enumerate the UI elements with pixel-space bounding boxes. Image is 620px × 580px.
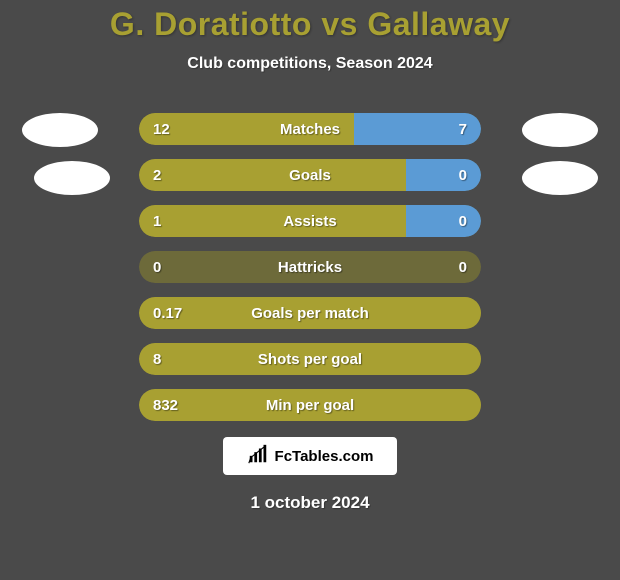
bar-left-fill — [139, 389, 481, 421]
stat-value-right: 7 — [459, 113, 467, 145]
stat-value-left: 1 — [153, 205, 161, 237]
brand-badge: FcTables.com — [223, 437, 397, 475]
bar-track — [139, 251, 481, 283]
stat-row: Matches127 — [139, 113, 481, 145]
stat-value-left: 832 — [153, 389, 178, 421]
stat-value-right: 0 — [459, 205, 467, 237]
bar-left-fill — [139, 113, 354, 145]
bar-chart-icon — [247, 443, 269, 469]
stat-value-left: 0.17 — [153, 297, 182, 329]
page-title: G. Doratiotto vs Gallaway — [0, 0, 620, 43]
bar-right-fill — [406, 159, 481, 191]
brand-text: FcTables.com — [275, 448, 374, 465]
bar-left-fill — [139, 159, 406, 191]
stat-value-left: 12 — [153, 113, 170, 145]
stat-row: Goals per match0.17 — [139, 297, 481, 329]
stat-bars: Matches127Goals20Assists10Hattricks00Goa… — [139, 113, 481, 421]
date-label: 1 october 2024 — [0, 493, 620, 513]
stat-row: Goals20 — [139, 159, 481, 191]
stat-value-right: 0 — [459, 159, 467, 191]
player-right-avatar-2 — [522, 161, 598, 195]
stat-row: Assists10 — [139, 205, 481, 237]
bar-left-fill — [139, 205, 406, 237]
stat-value-right: 0 — [459, 251, 467, 283]
stat-value-left: 8 — [153, 343, 161, 375]
stat-value-left: 0 — [153, 251, 161, 283]
stat-value-left: 2 — [153, 159, 161, 191]
stat-row: Hattricks00 — [139, 251, 481, 283]
comparison-stage: Matches127Goals20Assists10Hattricks00Goa… — [0, 113, 620, 421]
bar-right-fill — [406, 205, 481, 237]
page-subtitle: Club competitions, Season 2024 — [0, 55, 620, 73]
player-left-avatar-2 — [34, 161, 110, 195]
bar-left-fill — [139, 343, 481, 375]
stat-row: Shots per goal8 — [139, 343, 481, 375]
player-left-avatar-1 — [22, 113, 98, 147]
player-right-avatar-1 — [522, 113, 598, 147]
bar-left-fill — [139, 297, 481, 329]
stat-row: Min per goal832 — [139, 389, 481, 421]
